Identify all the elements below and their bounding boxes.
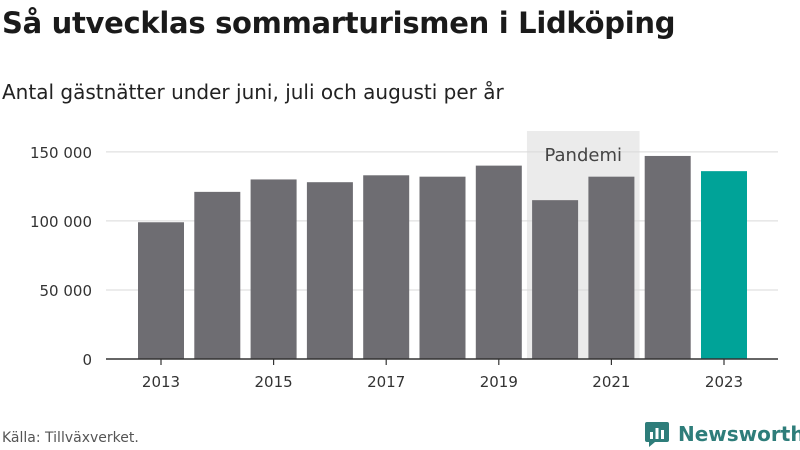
x-tick-label: 2019 <box>480 373 518 391</box>
x-tick-label: 2023 <box>705 373 743 391</box>
chart-subtitle: Antal gästnätter under juni, juli och au… <box>2 80 504 104</box>
bar-2017 <box>363 175 410 359</box>
y-tick-label: 100 000 <box>30 213 92 231</box>
source-note: Källa: Tillväxverket. <box>2 430 139 446</box>
newsworthy-logo: Newsworthy <box>644 419 800 449</box>
x-tick-label: 2021 <box>592 373 630 391</box>
x-tick-label: 2015 <box>255 373 293 391</box>
chart-title: Så utvecklas sommarturismen i Lidköping <box>2 6 676 40</box>
bar-2021 <box>588 176 635 359</box>
bar-2022 <box>644 155 691 359</box>
y-tick-label: 150 000 <box>30 144 92 162</box>
bar-2019 <box>475 165 522 359</box>
y-tick-label: 50 000 <box>40 282 93 300</box>
bar-chart: 0 50 000 100 000 150 000 Pandemi 2013 2015 2017… <box>30 131 778 391</box>
bar-2013 <box>138 222 184 359</box>
pandemic-label: Pandemi <box>544 145 622 166</box>
bar-2018 <box>419 176 466 359</box>
bar-2016 <box>306 182 353 359</box>
x-tick-label: 2013 <box>142 373 180 391</box>
x-tick-label: 2017 <box>367 373 405 391</box>
bar-2014 <box>194 191 241 359</box>
y-tick-label: 0 <box>82 351 92 369</box>
bar-2023 <box>701 171 747 359</box>
newsworthy-logo-icon <box>645 422 669 447</box>
brand-name: Newsworthy <box>678 422 800 446</box>
bar-2015 <box>250 179 297 359</box>
bar-2020 <box>532 200 579 359</box>
